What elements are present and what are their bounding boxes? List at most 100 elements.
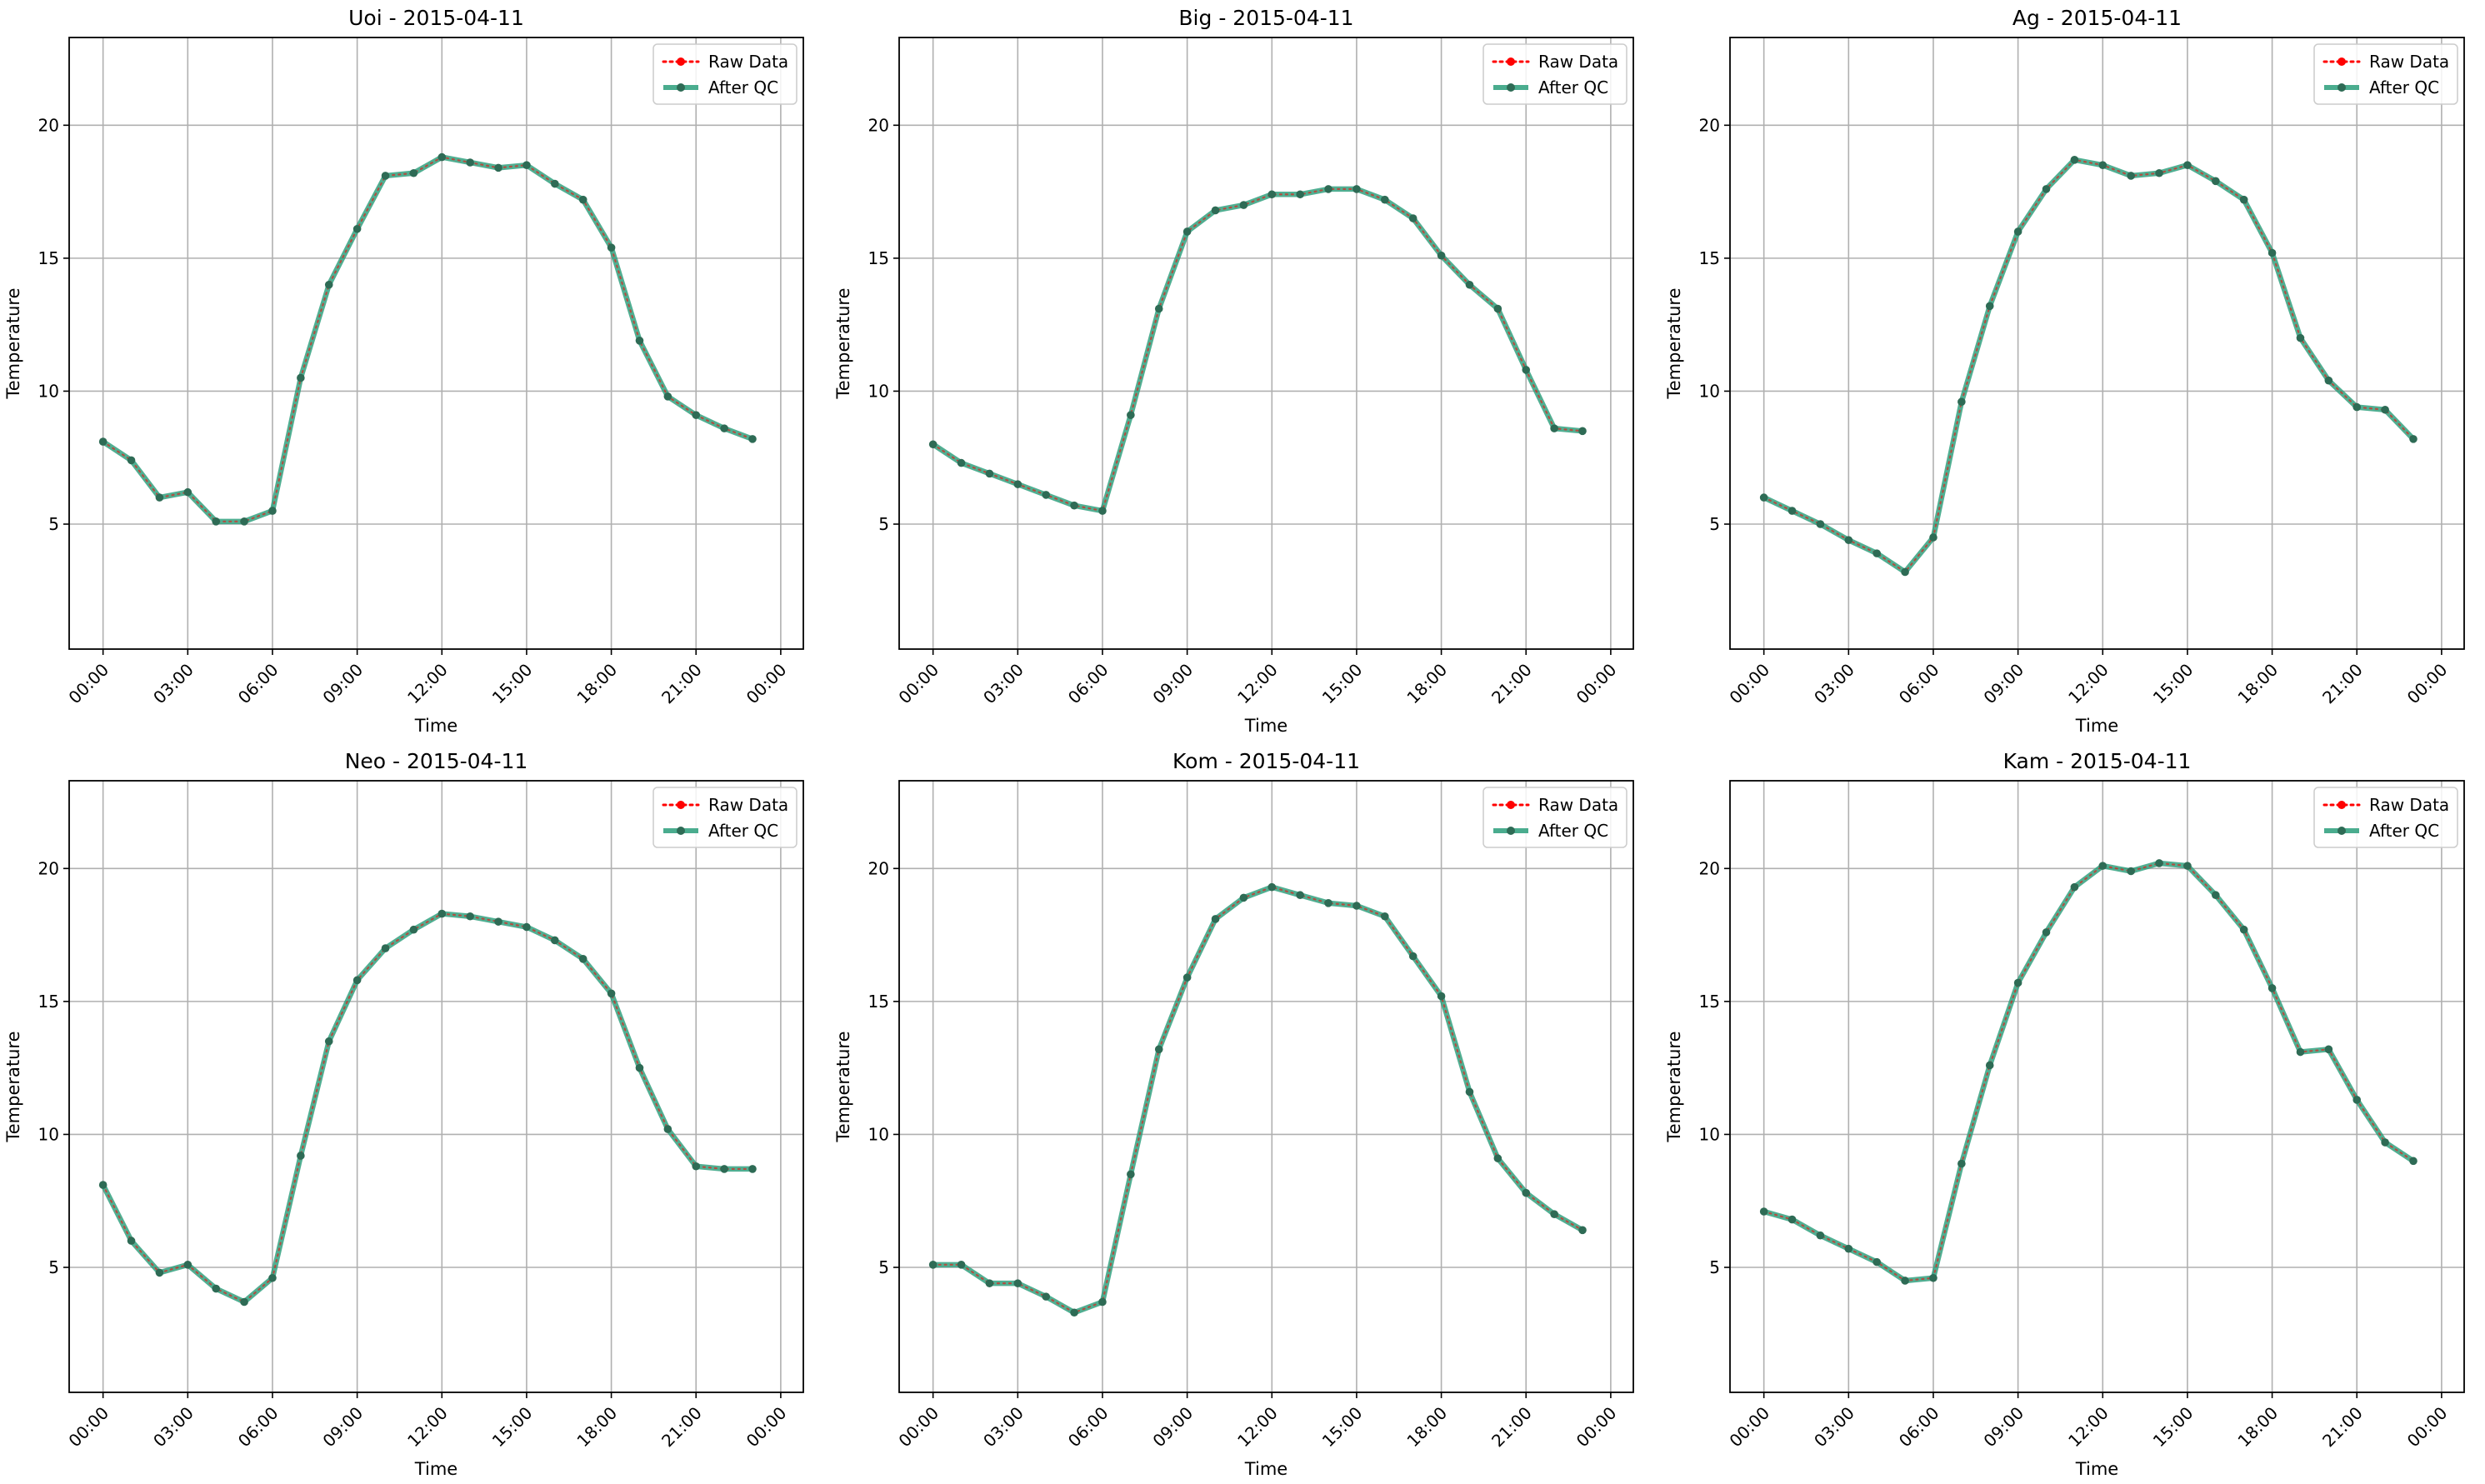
y-axis-label: Temperature bbox=[833, 1031, 853, 1142]
data-point-after-qc bbox=[2324, 376, 2333, 385]
data-point-after-qc bbox=[551, 936, 559, 945]
x-tick-label: 15:00 bbox=[2149, 660, 2198, 708]
legend-qc-label: After QC bbox=[708, 821, 778, 841]
x-tick-label: 12:00 bbox=[2064, 660, 2112, 708]
data-point-after-qc bbox=[1381, 912, 1389, 921]
data-point-after-qc bbox=[1465, 1087, 1474, 1097]
data-point-after-qc bbox=[1522, 366, 1531, 374]
data-point-after-qc bbox=[692, 1162, 701, 1171]
series-line-raw-data bbox=[1762, 862, 2415, 1282]
data-point-after-qc bbox=[1408, 952, 1418, 961]
x-tick-label: 00:00 bbox=[2403, 660, 2452, 708]
data-point-after-qc bbox=[1296, 891, 1304, 900]
series-line-raw-data bbox=[102, 156, 754, 522]
data-point-after-qc bbox=[2183, 862, 2192, 870]
subplot-6: 00:00 03:00 06:00 09:00 12:00 15:00 18:00 21:00… bbox=[1664, 749, 2465, 1479]
y-tick-label: 15 bbox=[1699, 992, 1720, 1012]
x-tick-label: 00:00 bbox=[894, 1403, 942, 1452]
legend: Raw Data After QC bbox=[1482, 787, 1628, 848]
x-tick-label: 06:00 bbox=[234, 660, 282, 708]
data-point-after-qc bbox=[212, 517, 220, 526]
y-tick-label: 5 bbox=[48, 514, 59, 534]
plot-area bbox=[69, 37, 803, 649]
data-point-after-qc bbox=[1042, 1292, 1050, 1301]
x-tick-label: 00:00 bbox=[1725, 1403, 1773, 1452]
data-point-after-qc bbox=[2381, 1138, 2389, 1147]
data-point-after-qc bbox=[635, 337, 644, 345]
y-tick-label: 5 bbox=[48, 1257, 59, 1277]
data-point-after-qc bbox=[1465, 280, 1474, 289]
data-point-after-qc bbox=[2352, 402, 2362, 412]
plot-area bbox=[1730, 37, 2464, 649]
data-point-after-qc bbox=[1013, 1279, 1022, 1287]
legend-raw-marker bbox=[2338, 57, 2346, 66]
y-tick-label: 15 bbox=[868, 992, 889, 1012]
subplot-5: 00:00 03:00 06:00 09:00 12:00 15:00 18:00 21:00… bbox=[833, 749, 1634, 1479]
x-tick-label: 21:00 bbox=[658, 660, 706, 708]
data-point-after-qc bbox=[2098, 862, 2108, 870]
x-tick-label: 09:00 bbox=[318, 1403, 367, 1452]
y-tick-label: 10 bbox=[1699, 1124, 1720, 1144]
data-point-after-qc bbox=[2042, 928, 2051, 937]
legend-raw-marker bbox=[1507, 801, 1515, 809]
legend: Raw Data After QC bbox=[652, 43, 798, 105]
x-axis-label: Time bbox=[1244, 1459, 1288, 1479]
data-point-after-qc bbox=[985, 469, 994, 478]
legend-raw-label: Raw Data bbox=[2369, 795, 2449, 815]
legend-qc-marker bbox=[1507, 83, 1515, 92]
data-point-after-qc bbox=[957, 1261, 966, 1269]
x-tick-label: 21:00 bbox=[2318, 660, 2367, 708]
data-point-after-qc bbox=[2296, 333, 2305, 342]
axes-frame bbox=[898, 37, 1634, 650]
y-tick-label: 20 bbox=[1699, 115, 1720, 135]
data-point-after-qc bbox=[2155, 859, 2163, 867]
x-tick-label: 00:00 bbox=[64, 1403, 112, 1452]
data-point-after-qc bbox=[240, 517, 248, 526]
data-point-after-qc bbox=[352, 224, 362, 233]
x-tick-label: 12:00 bbox=[403, 1403, 452, 1452]
data-point-after-qc bbox=[1182, 227, 1192, 236]
data-point-after-qc bbox=[720, 1165, 728, 1173]
data-point-after-qc bbox=[438, 909, 447, 918]
x-tick-label: 00:00 bbox=[1725, 660, 1773, 708]
y-tick-label: 5 bbox=[1709, 1257, 1720, 1277]
data-point-after-qc bbox=[1844, 1244, 1853, 1253]
legend-raw-marker bbox=[1507, 57, 1515, 66]
data-point-after-qc bbox=[1759, 1207, 1768, 1216]
y-tick-label: 10 bbox=[1699, 381, 1720, 401]
x-tick-label: 21:00 bbox=[2318, 1403, 2367, 1452]
data-point-after-qc bbox=[494, 163, 502, 172]
axes-frame bbox=[1729, 37, 2465, 650]
subplot-4: 00:00 03:00 06:00 09:00 12:00 15:00 18:00 21:00… bbox=[3, 749, 804, 1479]
y-tick-label: 20 bbox=[1699, 858, 1720, 878]
subplot-title: Uoi - 2015-04-11 bbox=[348, 6, 524, 30]
legend-qc-marker bbox=[2338, 83, 2346, 92]
x-tick-label: 18:00 bbox=[2233, 1403, 2282, 1452]
data-point-after-qc bbox=[2070, 156, 2079, 164]
legend-qc-label: After QC bbox=[2369, 821, 2439, 841]
data-point-after-qc bbox=[2042, 185, 2051, 193]
data-point-after-qc bbox=[381, 172, 390, 180]
x-tick-label: 18:00 bbox=[2233, 660, 2282, 708]
x-axis-label: Time bbox=[414, 716, 458, 736]
x-tick-label: 06:00 bbox=[1064, 660, 1112, 708]
axes-frame bbox=[1729, 780, 2465, 1393]
y-axis-label: Temperature bbox=[3, 1031, 23, 1142]
axes-frame bbox=[68, 37, 804, 650]
data-point-after-qc bbox=[2268, 984, 2277, 992]
data-point-after-qc bbox=[1408, 214, 1418, 222]
data-point-after-qc bbox=[2212, 177, 2220, 186]
data-point-after-qc bbox=[98, 437, 108, 446]
y-tick-label: 15 bbox=[1699, 248, 1720, 268]
data-point-after-qc bbox=[1901, 567, 1909, 577]
plot-area bbox=[1730, 781, 2464, 1392]
x-tick-label: 00:00 bbox=[1572, 660, 1621, 708]
data-point-after-qc bbox=[2127, 867, 2135, 876]
subplot-3: 00:00 03:00 06:00 09:00 12:00 15:00 18:00 21:00… bbox=[1664, 6, 2465, 736]
legend: Raw Data After QC bbox=[1482, 43, 1628, 105]
x-tick-label: 18:00 bbox=[1402, 660, 1451, 708]
subplot-title: Kom - 2015-04-11 bbox=[1172, 749, 1360, 773]
data-point-after-qc bbox=[663, 392, 672, 401]
x-tick-label: 03:00 bbox=[149, 1403, 198, 1452]
series-line-raw-data bbox=[102, 912, 754, 1303]
